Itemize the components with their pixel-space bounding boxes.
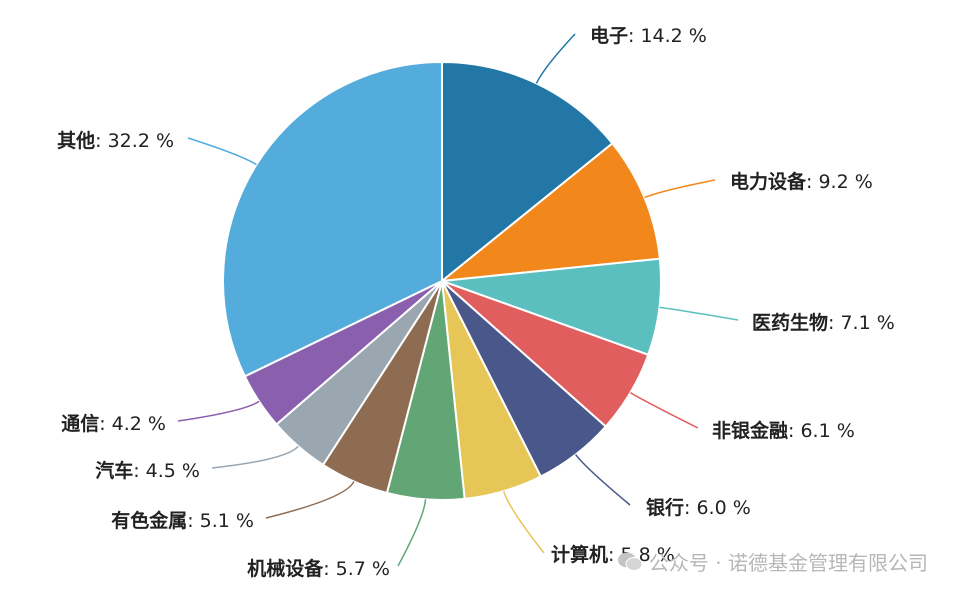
slice-label: 医药生物: 7.1 %	[752, 311, 895, 334]
pie-slices	[222, 60, 662, 502]
slice-label-value: : 7.1 %	[828, 312, 895, 334]
leader-line	[502, 490, 545, 554]
slice-label-value: : 5.1 %	[187, 510, 254, 532]
slice-label: 通信: 4.2 %	[61, 412, 166, 435]
slice-label-value: : 6.1 %	[788, 420, 855, 442]
slice-label-value: : 14.2 %	[628, 25, 707, 47]
slice-label: 非银金融: 6.1 %	[712, 419, 855, 442]
leader-line	[265, 481, 355, 519]
slice-label-value: : 32.2 %	[95, 130, 174, 152]
slice-label-value: : 4.2 %	[99, 413, 166, 435]
leader-line	[397, 499, 427, 567]
leader-line	[177, 400, 260, 422]
leader-line	[659, 306, 739, 321]
slice-label-value: : 9.2 %	[806, 171, 873, 193]
slice-label-name: 医药生物	[752, 311, 828, 334]
leader-line	[644, 179, 716, 199]
slice-label-name: 电子	[590, 24, 628, 47]
wechat-icon	[617, 552, 643, 571]
slice-label-value: : 5.7 %	[323, 558, 390, 580]
leader-line	[630, 392, 699, 429]
slice-label-name: 非银金融	[712, 419, 788, 442]
slice-label: 电子: 14.2 %	[590, 24, 707, 47]
slice-label-name: 电力设备	[730, 170, 807, 193]
leader-line	[187, 137, 257, 166]
pie-labels: 电子: 14.2 %电力设备: 9.2 %医药生物: 7.1 %非银金融: 6.…	[57, 24, 895, 580]
pie-slice	[438, 141, 661, 283]
leader-line	[211, 445, 299, 469]
slice-label-name: 汽车	[95, 459, 133, 482]
slice-label-value: : 4.5 %	[133, 460, 200, 482]
slice-label-name: 通信	[61, 412, 99, 435]
leader-line	[535, 33, 576, 84]
watermark: 公众号 · 诺德基金管理有限公司	[617, 547, 928, 576]
leader-line	[575, 454, 631, 506]
slice-label: 机械设备: 5.7 %	[247, 557, 390, 580]
watermark-text: 公众号 · 诺德基金管理有限公司	[648, 551, 928, 575]
slice-label: 银行: 6.0 %	[646, 496, 751, 519]
slice-label-value: : 6.0 %	[684, 497, 751, 519]
slice-label-name: 有色金属	[111, 509, 187, 532]
slice-label: 有色金属: 5.1 %	[111, 509, 254, 532]
slice-label-name: 银行	[646, 496, 684, 519]
slice-label: 电力设备: 9.2 %	[730, 170, 873, 193]
slice-label-name: 计算机	[551, 543, 608, 566]
slice-label-name: 其他	[57, 129, 95, 152]
slice-label: 其他: 32.2 %	[57, 129, 174, 152]
slice-label: 汽车: 4.5 %	[95, 459, 200, 482]
slice-label-name: 机械设备	[247, 557, 324, 580]
